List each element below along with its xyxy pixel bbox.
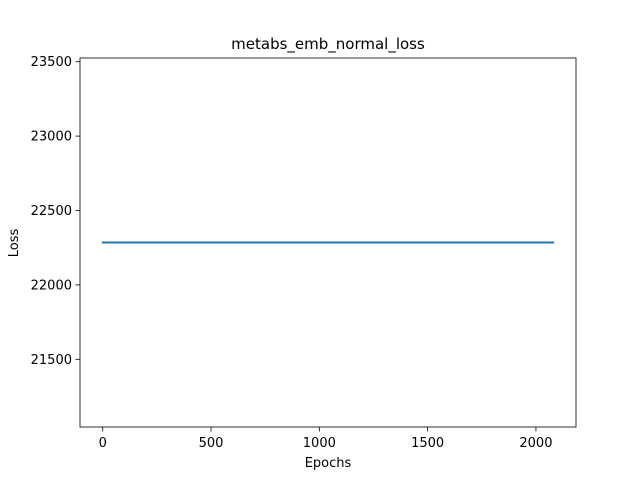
y-tick-label: 22500 [31, 204, 72, 219]
x-tick-label: 1500 [411, 436, 444, 451]
x-axis-label: Epochs [305, 456, 352, 471]
x-tick-label: 1000 [303, 436, 336, 451]
chart-title: metabs_emb_normal_loss [231, 35, 425, 54]
x-tick-label: 500 [199, 436, 224, 451]
y-tick-label: 22000 [31, 278, 72, 293]
y-tick-label: 23000 [31, 130, 72, 145]
x-tick-label: 0 [99, 436, 107, 451]
plot-frame [79, 57, 577, 428]
y-axis-ticks: 21500 22000 22500 23000 23500 [31, 55, 80, 368]
y-tick-label: 21500 [31, 353, 72, 368]
x-axis-ticks: 0 500 1000 1500 2000 [99, 427, 552, 451]
y-axis-label: Loss [7, 229, 22, 258]
x-tick-label: 2000 [519, 436, 552, 451]
y-tick-label: 23500 [31, 55, 72, 70]
